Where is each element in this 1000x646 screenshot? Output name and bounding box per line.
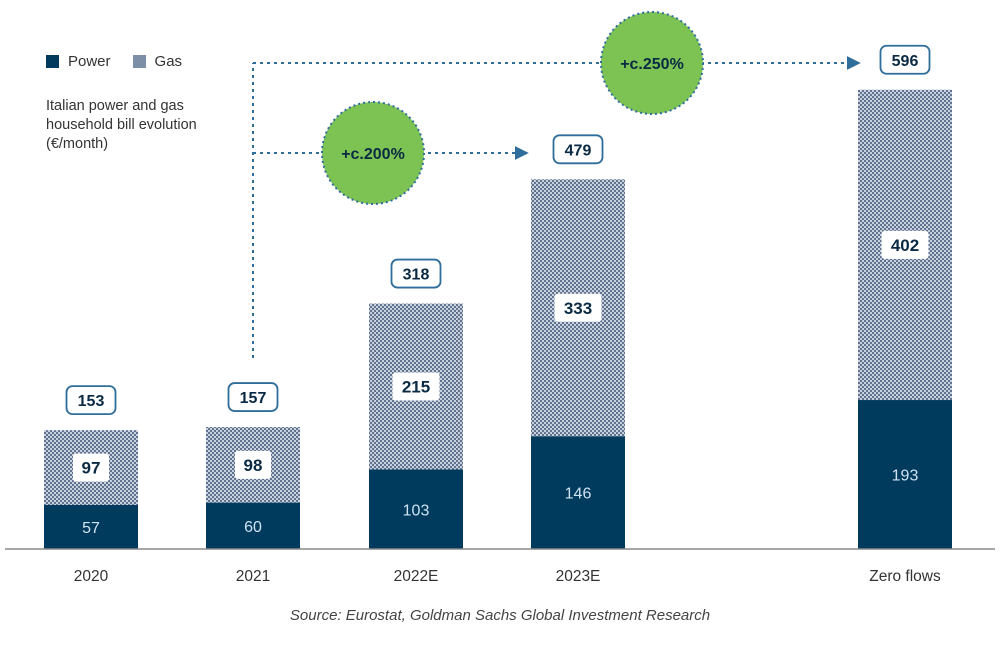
bars-group: 57 97 153 60 98 157 103 215 318 146 333 479 193 402 59… — [44, 44, 952, 549]
bar-power-4 — [858, 400, 952, 549]
power-value-label-1: 60 — [244, 519, 262, 536]
chart-subtitle: Italian power and gas household bill evo… — [46, 98, 197, 152]
growth-bubble-label-1: +c.250% — [620, 56, 684, 73]
total-label-0: 153 — [78, 393, 105, 410]
legend-label-gas: Gas — [154, 53, 183, 70]
power-value-label-4: 193 — [892, 468, 919, 485]
legend-swatch-power — [46, 55, 59, 68]
growth-bubble-0 — [321, 101, 425, 205]
total-label-4: 596 — [892, 53, 919, 70]
bar-power-0 — [44, 505, 138, 549]
power-value-label-0: 57 — [82, 520, 100, 537]
x-tick-label-1: 2021 — [236, 568, 270, 585]
x-tick-label-3: 2023E — [556, 568, 601, 585]
gas-value-label-2: 215 — [402, 378, 430, 397]
total-label-3-box — [552, 134, 604, 165]
total-label-3: 479 — [565, 142, 592, 159]
gas-value-label-3: 333 — [564, 299, 592, 318]
total-label-0-box — [65, 385, 117, 416]
x-tick-label-4: Zero flows — [869, 568, 941, 585]
x-axis-labels: 2020 2021 2022E 2023E Zero flows — [74, 568, 941, 585]
bar-power-3 — [531, 436, 625, 549]
power-value-label-2: 103 — [403, 502, 430, 519]
gas-value-label-1-box — [235, 450, 271, 479]
legend-item-gas: Gas — [132, 53, 183, 70]
total-label-2-box — [390, 258, 442, 289]
gas-value-label-4: 402 — [891, 236, 919, 255]
gas-value-label-0: 97 — [82, 459, 101, 478]
legend-swatch-gas — [132, 55, 146, 68]
legend-label-power: Power — [68, 53, 111, 70]
growth-bubble-1 — [600, 11, 704, 115]
total-label-1: 157 — [240, 390, 267, 407]
bar-power-2 — [369, 469, 463, 549]
legend-item-power: Power — [46, 53, 111, 70]
x-tick-label-0: 2020 — [74, 568, 109, 585]
power-value-label-3: 146 — [565, 486, 592, 503]
growth-annotations: +c.200% +c.250% — [252, 11, 861, 358]
bar-power-1 — [206, 502, 300, 549]
legend: Power Gas — [46, 53, 204, 70]
total-label-4-box — [879, 44, 931, 75]
total-label-2: 318 — [403, 267, 430, 284]
x-tick-label-2: 2022E — [394, 568, 439, 585]
gas-value-label-0-box — [73, 453, 109, 482]
growth-bubble-label-0: +c.200% — [341, 146, 405, 163]
total-label-1-box — [227, 382, 279, 412]
gas-value-label-2-box — [392, 372, 440, 401]
gas-value-label-3-box — [554, 293, 602, 322]
gas-value-label-4-box — [881, 230, 929, 259]
source-note: Source: Eurostat, Goldman Sachs Global I… — [289, 607, 711, 624]
gas-value-label-1: 98 — [244, 456, 263, 475]
